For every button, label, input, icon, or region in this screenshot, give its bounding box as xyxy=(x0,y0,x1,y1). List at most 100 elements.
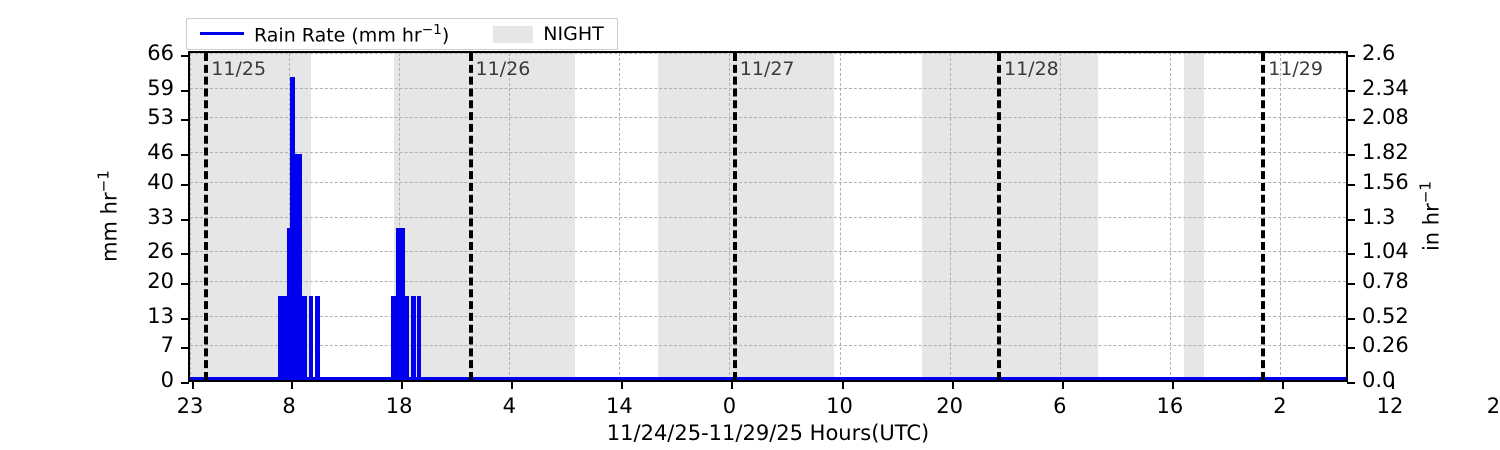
x-tick xyxy=(401,381,404,389)
x-tick-label: 12 xyxy=(1376,394,1404,418)
y-tick-right xyxy=(1347,55,1355,57)
y-tick-label-right: 0.78 xyxy=(1362,268,1409,293)
rain-rate-bar xyxy=(416,295,422,380)
y-tick-label-right: 1.3 xyxy=(1362,204,1396,229)
gridline-vertical xyxy=(1169,53,1171,380)
y-tick-left xyxy=(181,347,189,350)
y-tick-label-right: 2.6 xyxy=(1362,41,1396,65)
day-label: 11/25 xyxy=(211,58,267,80)
chart-legend: Rain Rate (mm hr−1) NIGHT xyxy=(186,18,618,50)
gridline-horizontal xyxy=(190,117,1346,119)
y-tick-left xyxy=(181,55,189,57)
y-tick-label-left: 20 xyxy=(147,268,174,293)
y-tick-label-left: 26 xyxy=(147,239,174,264)
y-tick-label-right: 0.52 xyxy=(1362,303,1409,328)
y-tick-right xyxy=(1347,119,1355,122)
x-tick-label: 23 xyxy=(176,394,204,418)
y-tick-label-left: 13 xyxy=(147,303,174,328)
y-tick-label-right: 0.0 xyxy=(1362,368,1396,392)
gridline-vertical xyxy=(1059,53,1061,380)
y-tick-right xyxy=(1347,253,1355,256)
gridline-vertical xyxy=(289,53,291,380)
y-tick-label-right: 2.08 xyxy=(1362,105,1409,130)
x-tick xyxy=(291,381,294,389)
day-label: 11/27 xyxy=(739,58,795,80)
rain-rate-bar xyxy=(286,227,292,380)
y-tick-label-right: 1.82 xyxy=(1362,140,1409,165)
y-tick-left xyxy=(181,317,189,320)
y-tick-label-left: 53 xyxy=(147,105,174,130)
legend-label-rain-rate: Rain Rate (mm hr−1) xyxy=(254,21,450,47)
y-tick-label-left: 40 xyxy=(147,169,174,194)
gridline-vertical xyxy=(949,53,951,380)
day-separator-line xyxy=(732,53,737,380)
y-tick-label-right: 1.56 xyxy=(1362,169,1409,194)
day-label: 11/28 xyxy=(1003,58,1059,80)
gridline-horizontal xyxy=(190,181,1346,183)
x-tick xyxy=(621,381,624,389)
gridline-horizontal xyxy=(190,152,1346,154)
x-tick xyxy=(731,381,734,389)
x-tick-label: 22 xyxy=(1486,394,1500,418)
y-tick-right xyxy=(1347,282,1355,285)
rain-rate-bar xyxy=(404,295,410,380)
y-tick-label-left: 7 xyxy=(160,333,174,358)
rain-rate-bar xyxy=(400,227,405,380)
gridline-horizontal xyxy=(190,280,1346,282)
y-axis-right-title: in hr−1 xyxy=(1416,180,1444,252)
x-tick xyxy=(1061,381,1064,389)
gridline-vertical xyxy=(399,53,401,380)
x-tick xyxy=(951,381,954,389)
x-tick-label: 18 xyxy=(385,394,413,418)
rain-rate-bar xyxy=(391,295,396,380)
day-label: 11/26 xyxy=(475,58,531,80)
y-tick-label-right: 1.04 xyxy=(1362,239,1409,264)
rain-rate-bar xyxy=(411,295,416,380)
day-separator-line xyxy=(996,53,1001,380)
y-tick-right xyxy=(1347,382,1355,384)
series-baseline xyxy=(190,377,1346,380)
x-tick xyxy=(841,381,844,389)
y-tick-left xyxy=(181,119,189,122)
y-tick-label-left: 33 xyxy=(147,204,174,229)
rain-rate-bar xyxy=(282,295,287,380)
legend-label-night: NIGHT xyxy=(543,23,604,45)
y-tick-left xyxy=(181,183,189,186)
rain-rate-bar xyxy=(277,295,283,380)
gridline-horizontal xyxy=(190,345,1346,347)
x-tick xyxy=(1392,381,1395,389)
x-axis-title: 11/24/25-11/29/25 Hours(UTC) xyxy=(606,421,930,445)
plot-inner: 11/25 11/26 11/27 11/28 11/29 xyxy=(190,53,1346,380)
x-tick-label: 10 xyxy=(826,394,853,418)
rain-rate-bar xyxy=(290,76,295,380)
rain-rate-bar xyxy=(395,227,401,380)
y-tick-label-left: 0 xyxy=(160,368,174,392)
y-tick-left xyxy=(181,89,189,92)
legend-patch-swatch-icon xyxy=(493,25,534,43)
x-tick xyxy=(1171,381,1174,389)
gridline-vertical xyxy=(839,53,841,380)
day-separator-line xyxy=(468,53,473,380)
x-tick xyxy=(1281,381,1284,389)
x-tick-label: 4 xyxy=(502,394,516,418)
y-tick-left xyxy=(181,154,189,157)
legend-item-rain-rate: Rain Rate (mm hr−1) xyxy=(200,22,449,46)
y-tick-right xyxy=(1347,89,1355,92)
gridline-vertical xyxy=(509,53,511,380)
x-tick xyxy=(511,381,514,389)
rain-rate-bar xyxy=(315,295,320,380)
x-tick-label: 8 xyxy=(282,394,296,418)
legend-item-night: NIGHT xyxy=(493,23,604,45)
y-tick-left xyxy=(181,218,189,221)
gridline-vertical xyxy=(1279,53,1281,380)
y-axis-left-title: mm hr−1 xyxy=(94,170,122,262)
y-tick-right xyxy=(1347,218,1355,221)
y-tick-label-right: 0.26 xyxy=(1362,333,1409,358)
y-tick-right xyxy=(1347,154,1355,157)
gridline-vertical xyxy=(190,53,191,380)
y-tick-right xyxy=(1347,317,1355,320)
gridline-horizontal xyxy=(190,251,1346,253)
gridline-horizontal xyxy=(190,53,1346,54)
rain-rate-bar xyxy=(293,154,298,380)
